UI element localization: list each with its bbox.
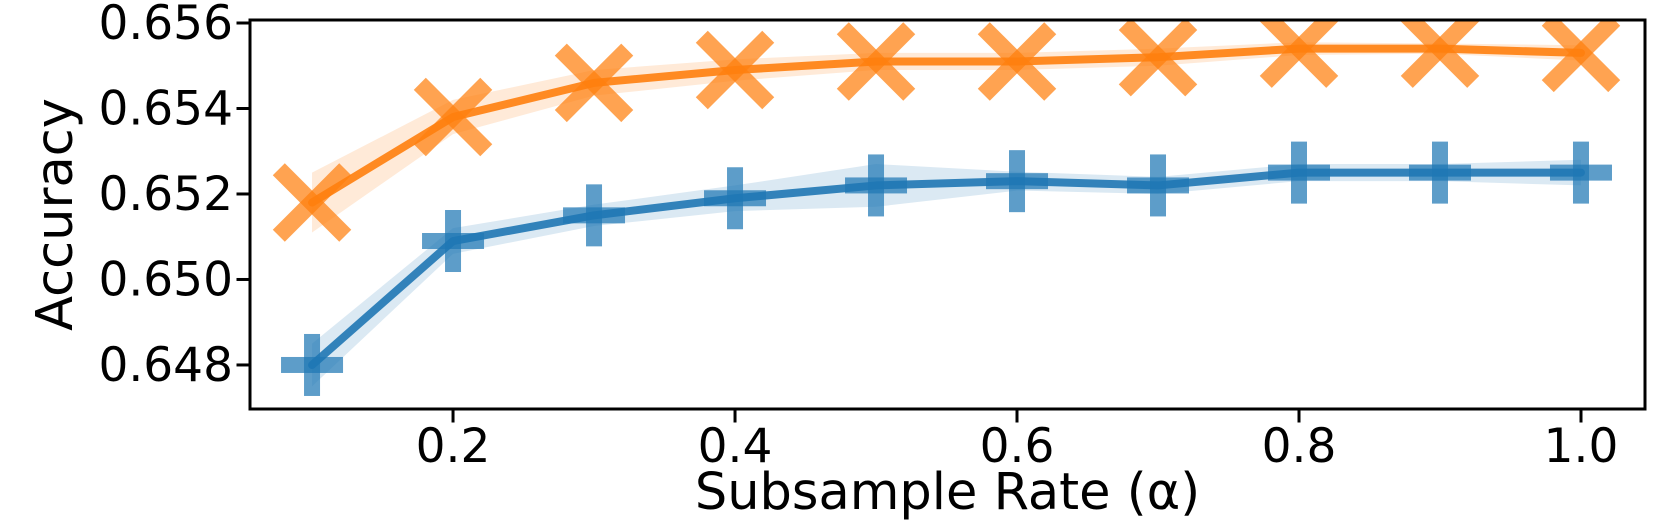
orange-x-series-band xyxy=(312,42,1581,233)
y-tick-label: 0.656 xyxy=(98,0,233,51)
blue-plus-series-marker xyxy=(704,167,767,230)
x-tick-label: 0.8 xyxy=(1262,419,1337,474)
orange-x-series-marker xyxy=(1118,20,1198,97)
blue-plus-series-line xyxy=(308,168,1585,369)
orange-x-series-marker xyxy=(1541,20,1621,93)
x-axis-label: Subsample Rate (α) xyxy=(695,463,1200,522)
x-tick-label: 0.4 xyxy=(698,419,773,474)
blue-plus-series-marker xyxy=(563,184,626,247)
y-tick-label: 0.648 xyxy=(98,338,233,393)
x-tick-label: 0.6 xyxy=(980,419,1055,474)
plot-area xyxy=(272,20,1621,396)
orange-x-series-marker xyxy=(554,43,634,123)
orange-x-series-marker xyxy=(977,22,1057,101)
x-tick-label: 0.2 xyxy=(416,419,491,474)
orange-x-series-marker xyxy=(1400,20,1480,88)
blue-plus-series-marker xyxy=(1549,141,1612,204)
axes-spines xyxy=(248,18,1647,411)
orange-x-series-marker xyxy=(1259,20,1339,88)
blue-plus-series-marker xyxy=(281,333,344,396)
x-tick-label: 1.0 xyxy=(1544,419,1619,474)
y-tick-label: 0.654 xyxy=(98,81,233,136)
orange-x-series-line xyxy=(308,44,1585,207)
orange-x-series-marker xyxy=(695,30,775,110)
blue-plus-series-band xyxy=(312,159,1581,387)
blue-plus-series-marker xyxy=(1408,141,1471,204)
orange-x-series-marker xyxy=(413,77,493,157)
y-axis-label: Accuracy xyxy=(26,98,85,331)
blue-plus-series-marker xyxy=(845,154,908,217)
y-tick-label: 0.652 xyxy=(98,167,233,222)
y-tick-label: 0.650 xyxy=(98,252,233,307)
blue-plus-series-marker xyxy=(986,150,1049,213)
blue-plus-series-marker xyxy=(422,210,485,273)
orange-x-series-marker xyxy=(272,163,352,242)
orange-x-series-marker xyxy=(836,22,916,101)
blue-plus-series-marker xyxy=(1267,141,1330,204)
blue-plus-series-marker xyxy=(1127,154,1190,217)
